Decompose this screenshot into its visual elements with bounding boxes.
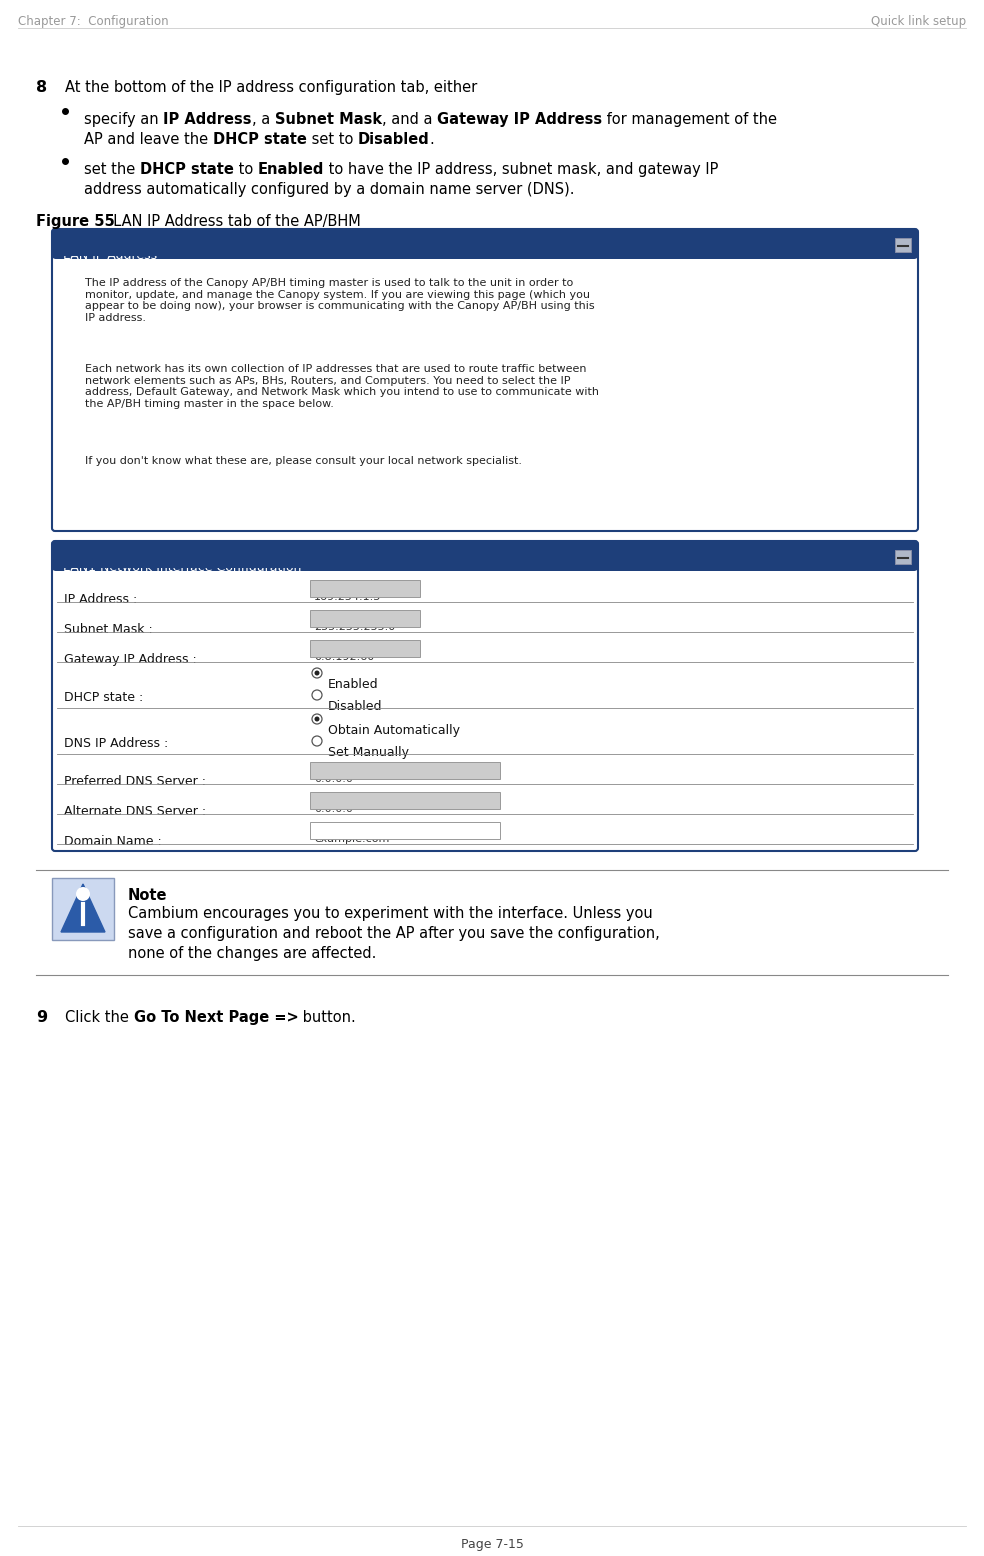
- Text: Preferred DNS Server :: Preferred DNS Server :: [64, 775, 206, 787]
- Text: to have the IP address, subnet mask, and gateway IP: to have the IP address, subnet mask, and…: [324, 162, 718, 177]
- Bar: [310, 579, 420, 596]
- Text: , and a: , and a: [382, 112, 437, 128]
- Text: Set Manually: Set Manually: [328, 745, 409, 759]
- Text: If you don't know what these are, please consult your local network specialist.: If you don't know what these are, please…: [85, 456, 522, 465]
- Text: Each network has its own collection of IP addresses that are used to route traff: Each network has its own collection of I…: [85, 364, 599, 409]
- Bar: [310, 792, 500, 809]
- Text: DHCP state: DHCP state: [213, 132, 307, 146]
- Text: At the bottom of the IP address configuration tab, either: At the bottom of the IP address configur…: [65, 79, 477, 95]
- Text: LAN1 Network Interface Configuration: LAN1 Network Interface Configuration: [63, 562, 301, 574]
- Text: Enabled: Enabled: [258, 162, 324, 177]
- Text: Page 7-15: Page 7-15: [461, 1537, 523, 1551]
- Text: example.com: example.com: [314, 834, 390, 843]
- Text: 255.255.255.0: 255.255.255.0: [314, 622, 396, 632]
- Bar: [895, 549, 911, 563]
- Text: DHCP state :: DHCP state :: [64, 691, 144, 703]
- Text: address automatically configured by a domain name server (DNS).: address automatically configured by a do…: [84, 182, 575, 198]
- Text: Chapter 7:  Configuration: Chapter 7: Configuration: [18, 16, 168, 28]
- Circle shape: [312, 714, 322, 724]
- Text: specify an: specify an: [84, 112, 163, 128]
- Text: Gateway IP Address :: Gateway IP Address :: [64, 654, 197, 666]
- Bar: [895, 238, 911, 252]
- Text: Click the: Click the: [65, 1010, 134, 1025]
- Text: Note: Note: [128, 888, 167, 902]
- Text: Enabled: Enabled: [328, 678, 379, 691]
- Circle shape: [76, 887, 90, 901]
- Text: 0.0.0.0: 0.0.0.0: [314, 773, 353, 784]
- Text: Gateway IP Address: Gateway IP Address: [437, 112, 602, 128]
- Circle shape: [312, 736, 322, 745]
- Text: 8: 8: [36, 79, 47, 95]
- Bar: [310, 822, 500, 839]
- Text: AP and leave the: AP and leave the: [84, 132, 213, 146]
- Bar: [310, 640, 420, 657]
- Text: save a configuration and reboot the AP after you save the configuration,: save a configuration and reboot the AP a…: [128, 926, 659, 941]
- Text: 0.8.192.60: 0.8.192.60: [314, 652, 374, 661]
- Bar: [52, 878, 114, 940]
- FancyBboxPatch shape: [52, 229, 918, 258]
- Text: Domain Name :: Domain Name :: [64, 836, 161, 848]
- Polygon shape: [61, 884, 105, 932]
- Text: for management of the: for management of the: [602, 112, 777, 128]
- Bar: [310, 761, 500, 778]
- Text: 9: 9: [36, 1010, 47, 1025]
- Circle shape: [315, 671, 320, 675]
- Text: Subnet Mask :: Subnet Mask :: [64, 622, 153, 636]
- Circle shape: [312, 689, 322, 700]
- Text: Cambium encourages you to experiment with the interface. Unless you: Cambium encourages you to experiment wit…: [128, 906, 652, 921]
- Text: LAN IP Address tab of the AP/BHM: LAN IP Address tab of the AP/BHM: [104, 215, 361, 229]
- Text: DHCP state: DHCP state: [140, 162, 234, 177]
- Text: to: to: [234, 162, 258, 177]
- Bar: [310, 610, 420, 627]
- Text: Figure 55: Figure 55: [36, 215, 115, 229]
- Text: Quick link setup: Quick link setup: [871, 16, 966, 28]
- Circle shape: [312, 668, 322, 678]
- Text: Alternate DNS Server :: Alternate DNS Server :: [64, 804, 206, 818]
- FancyBboxPatch shape: [52, 229, 918, 531]
- Text: none of the changes are affected.: none of the changes are affected.: [128, 946, 376, 962]
- Bar: [55, 232, 915, 257]
- Text: 0.0.0.0: 0.0.0.0: [314, 804, 353, 814]
- Text: set the: set the: [84, 162, 140, 177]
- Bar: [56, 244, 914, 257]
- Text: IP Address: IP Address: [163, 112, 252, 128]
- Text: DNS IP Address :: DNS IP Address :: [64, 738, 168, 750]
- FancyBboxPatch shape: [52, 541, 918, 571]
- Text: Disabled: Disabled: [357, 132, 429, 146]
- Text: set to: set to: [307, 132, 357, 146]
- Bar: [56, 555, 914, 568]
- Text: button.: button.: [298, 1010, 356, 1025]
- Text: Go To Next Page =>: Go To Next Page =>: [134, 1010, 298, 1025]
- Text: IP Address :: IP Address :: [64, 593, 137, 605]
- Text: The IP address of the Canopy AP/BH timing master is used to talk to the unit in : The IP address of the Canopy AP/BH timin…: [85, 279, 594, 322]
- Text: 169.254.1.3: 169.254.1.3: [314, 591, 381, 602]
- Text: Subnet Mask: Subnet Mask: [275, 112, 382, 128]
- FancyBboxPatch shape: [52, 541, 918, 851]
- Text: , a: , a: [252, 112, 275, 128]
- Text: .: .: [429, 132, 434, 146]
- Circle shape: [315, 716, 320, 722]
- Text: Obtain Automatically: Obtain Automatically: [328, 724, 460, 738]
- Text: LAN IP Address: LAN IP Address: [63, 249, 157, 261]
- Text: Disabled: Disabled: [328, 700, 383, 713]
